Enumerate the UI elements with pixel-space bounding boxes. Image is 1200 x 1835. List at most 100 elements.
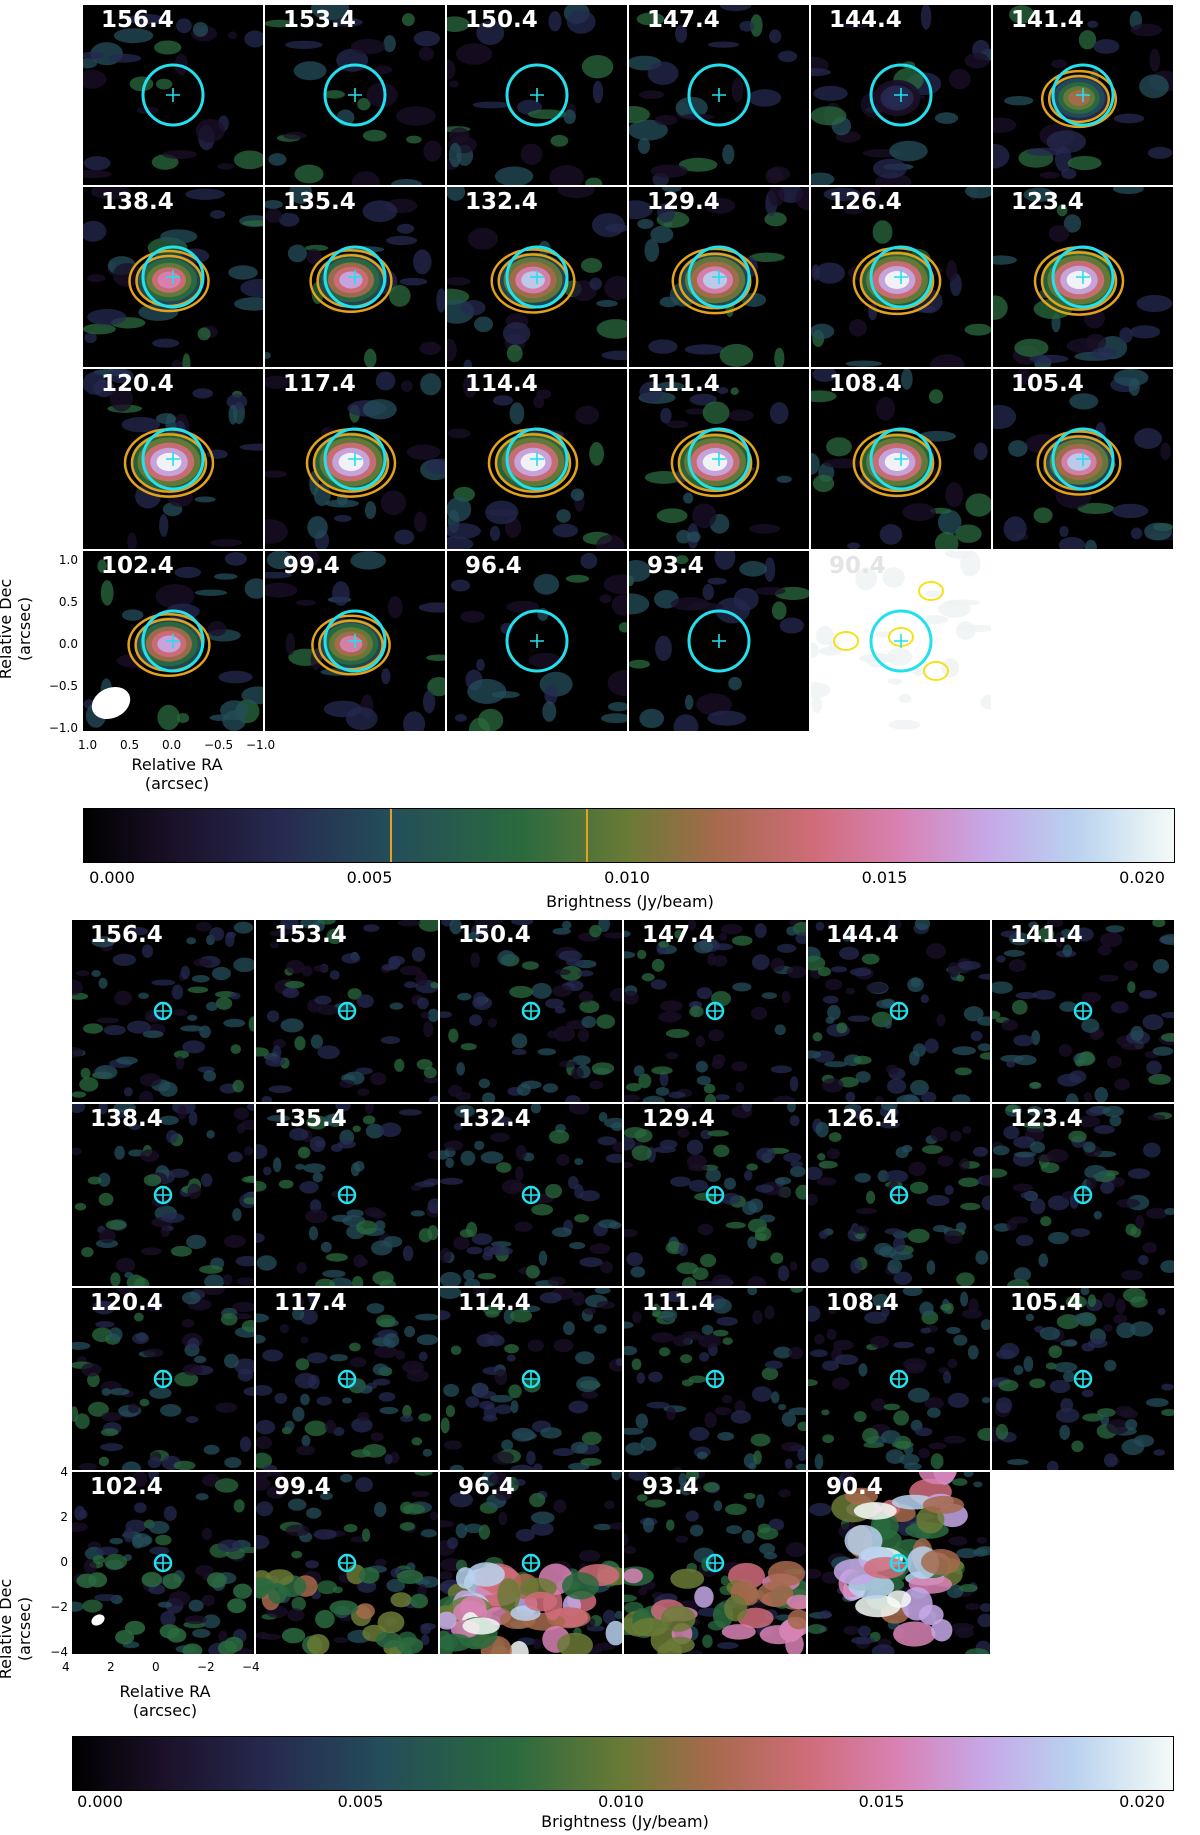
noise-blob <box>427 1150 438 1160</box>
noise-blob <box>1037 1153 1054 1163</box>
noise-blob <box>192 1628 211 1638</box>
noise-blob <box>232 1301 254 1313</box>
noise-blob <box>386 1578 406 1593</box>
noise-blob <box>529 1492 546 1508</box>
noise-blob <box>347 988 362 1000</box>
noise-blob <box>98 1228 116 1244</box>
noise-blob <box>241 686 263 705</box>
noise-blob <box>748 1462 757 1470</box>
noise-blob <box>596 1014 616 1029</box>
channel-velocity-label: 123.4 <box>1010 1106 1083 1132</box>
noise-blob <box>123 1527 134 1543</box>
noise-blob <box>91 970 101 977</box>
noise-blob <box>93 379 115 398</box>
channel-velocity-label: 99.4 <box>274 1474 331 1500</box>
noise-blob <box>514 1221 533 1232</box>
noise-blob <box>132 1332 150 1345</box>
noise-blob <box>559 1060 578 1068</box>
aperture-circle <box>1073 1185 1093 1205</box>
noise-blob <box>898 693 912 703</box>
contour-outer <box>918 581 944 601</box>
noise-blob <box>265 352 271 359</box>
noise-blob <box>420 1529 437 1538</box>
extended-emission-blob <box>524 1591 558 1612</box>
noise-blob <box>774 1024 786 1036</box>
noise-blob <box>814 1333 825 1345</box>
noise-blob <box>471 1233 493 1245</box>
center-cross <box>524 1188 538 1202</box>
noise-blob <box>1003 1125 1020 1140</box>
noise-blob <box>629 593 650 615</box>
noise-blob <box>834 1354 859 1366</box>
noise-blob <box>756 1147 776 1162</box>
noise-blob <box>195 118 225 143</box>
noise-blob <box>824 1061 848 1068</box>
noise-blob <box>83 156 111 171</box>
noise-blob <box>979 1603 990 1612</box>
aperture-circle <box>869 609 933 673</box>
emission-blob <box>1068 90 1090 106</box>
noise-blob <box>206 1130 215 1139</box>
noise-blob <box>892 1236 906 1253</box>
noise-blob <box>373 65 393 75</box>
noise-blob <box>580 257 603 273</box>
noise-blob <box>274 1392 288 1404</box>
noise-blob <box>440 1011 452 1018</box>
y-tick-label: −2 <box>50 1600 68 1614</box>
noise-blob <box>101 1412 122 1422</box>
noise-blob <box>748 89 782 107</box>
noise-blob <box>450 1345 462 1355</box>
noise-blob <box>678 1243 689 1257</box>
noise-blob <box>924 1397 944 1410</box>
noise-blob <box>949 1130 962 1142</box>
noise-blob <box>1027 1105 1043 1116</box>
noise-blob <box>194 589 228 596</box>
noise-blob <box>893 1410 910 1426</box>
noise-blob <box>415 971 428 987</box>
noise-blob <box>776 943 797 953</box>
noise-blob <box>924 1038 939 1054</box>
noise-blob <box>400 1415 414 1423</box>
extended-emission-blob <box>256 1579 270 1599</box>
noise-blob <box>80 1067 91 1079</box>
noise-blob <box>94 1064 118 1080</box>
channel-panel: 120.4 <box>72 1288 254 1470</box>
noise-blob <box>114 990 132 1006</box>
noise-blob <box>955 1627 974 1639</box>
channel-velocity-label: 135.4 <box>283 189 356 215</box>
center-cross <box>340 1188 354 1202</box>
noise-blob <box>191 974 210 983</box>
noise-blob <box>466 1246 483 1255</box>
channel-image <box>440 1104 622 1286</box>
noise-blob <box>651 1332 675 1343</box>
noise-blob <box>754 923 767 939</box>
noise-blob <box>624 1345 638 1356</box>
noise-blob <box>759 1543 776 1555</box>
noise-blob <box>139 1398 150 1407</box>
noise-blob <box>279 1323 289 1334</box>
noise-blob <box>633 1065 645 1077</box>
noise-blob <box>188 1599 204 1612</box>
noise-blob <box>525 1264 540 1279</box>
noise-blob <box>430 1511 438 1521</box>
noise-blob <box>294 164 324 184</box>
channel-velocity-label: 153.4 <box>283 7 356 33</box>
noise-blob <box>1077 1115 1101 1128</box>
bottom-xlabel: Relative RA (arcsec) <box>119 1682 211 1720</box>
noise-blob <box>97 559 107 573</box>
channel-velocity-label: 156.4 <box>90 922 163 948</box>
noise-blob <box>887 1259 903 1274</box>
noise-blob <box>753 1450 762 1465</box>
noise-blob <box>109 1387 130 1396</box>
noise-blob <box>952 1094 971 1102</box>
noise-blob <box>754 586 786 596</box>
noise-blob <box>155 584 195 609</box>
contour-inner <box>494 433 572 493</box>
noise-blob <box>962 1309 983 1319</box>
noise-blob <box>747 1288 758 1296</box>
noise-blob <box>936 1013 946 1027</box>
channel-panel: 150.4 <box>440 920 622 1102</box>
noise-blob <box>256 1334 266 1344</box>
noise-blob <box>306 248 322 265</box>
contour-outer <box>128 249 210 313</box>
